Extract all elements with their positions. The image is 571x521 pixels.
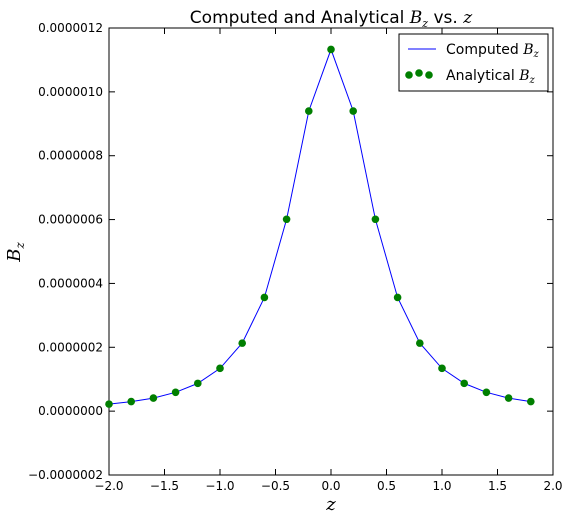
x-tick-label: −2.0: [94, 479, 123, 493]
legend-box: [398, 33, 549, 92]
computed-series-line: [108, 47, 531, 405]
analytical-data-point: [238, 339, 246, 347]
analytical-data-point: [105, 400, 113, 408]
analytical-data-point: [460, 379, 469, 388]
plot-area-frame: [108, 27, 554, 476]
x-tick-label: −0.5: [261, 479, 290, 493]
series-layer: [105, 45, 535, 408]
analytical-data-point: [527, 397, 535, 406]
legend-marker-swatch: [405, 71, 413, 79]
y-tick-label: 0.0000006: [38, 213, 103, 227]
x-tick-label: −1.0: [205, 479, 234, 493]
legend: Computed Bz Analytical Bz: [398, 33, 549, 92]
analytical-data-point: [260, 293, 269, 302]
y-tick-label: 0.0000002: [38, 340, 103, 354]
x-tick-label: 0.5: [377, 479, 396, 493]
y-tick-label: 0.0000012: [38, 21, 103, 35]
analytical-data-point: [438, 364, 446, 373]
x-axis-label: z: [325, 494, 336, 515]
y-tick-label: 0.0000004: [38, 276, 103, 290]
y-axis-label: Bz: [4, 242, 27, 263]
analytical-data-point: [149, 394, 158, 402]
y-tick-label: −0.0000002: [28, 468, 103, 482]
analytical-data-point: [416, 339, 424, 347]
y-tick-label: 0.0000000: [38, 404, 103, 418]
x-tick-label: 1.0: [432, 479, 451, 493]
legend-label-computed: Computed Bz: [446, 42, 539, 60]
chart-title: Computed and Analytical Bz vs. z: [190, 8, 473, 30]
analytical-data-point: [371, 215, 380, 224]
analytical-data-point: [127, 397, 135, 406]
analytical-data-point: [504, 394, 513, 402]
legend-label-analytical: Analytical Bz: [446, 68, 536, 86]
y-tick-label: 0.0000010: [38, 85, 103, 99]
analytical-data-point: [305, 107, 313, 115]
analytical-data-point: [393, 293, 402, 302]
x-tick-label: −1.5: [150, 479, 179, 493]
analytical-data-point: [194, 379, 202, 388]
analytical-data-point: [282, 215, 291, 224]
x-tick-label: 1.5: [488, 479, 507, 493]
x-tick-label: 0.0: [321, 479, 340, 493]
legend-marker-swatch: [415, 69, 423, 77]
y-tick-label: 0.0000008: [38, 149, 103, 163]
analytical-data-point: [171, 388, 180, 397]
axis-ticks: −2.0 −1.5 −1.0 −0.5 0.0 0.5 1.0 1.5 2.0 −0.000000…: [28, 21, 563, 493]
analytical-data-point: [482, 388, 491, 397]
legend-marker-swatch: [425, 71, 433, 79]
analytical-data-point: [327, 45, 335, 54]
x-tick-label: 2.0: [543, 479, 562, 493]
analytical-data-point: [216, 364, 224, 373]
analytical-data-point: [349, 107, 358, 115]
